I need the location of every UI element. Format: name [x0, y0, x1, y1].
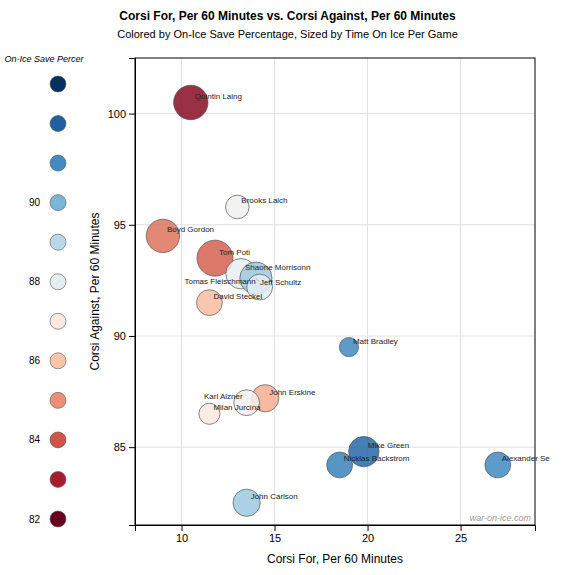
x-axis-title: Corsi For, Per 60 Minutes	[267, 552, 403, 566]
tick: 15	[269, 525, 281, 544]
point-label: Tom Poti	[219, 248, 250, 257]
legend-swatch	[50, 234, 66, 250]
tick: 25	[455, 525, 467, 544]
tick: 10	[176, 525, 188, 544]
grid-line	[135, 447, 535, 448]
point-label: Mike Green	[368, 441, 409, 450]
tick-label: 100	[108, 108, 126, 120]
tick-label: 10	[176, 532, 188, 544]
point-label: Boyd Gordon	[167, 225, 214, 234]
tick-mark	[129, 447, 135, 448]
y-axis: 85 90 95 100	[108, 59, 136, 526]
legend-tick-label: 90	[29, 197, 41, 208]
leader-line	[256, 278, 259, 282]
grid-line	[181, 58, 182, 525]
watermark: war-on-ice.com	[470, 513, 532, 523]
point-label: David Steckel	[213, 292, 262, 301]
grid-line	[135, 335, 535, 336]
x-axis: 10 15 20 25	[136, 525, 536, 544]
tick-mark	[368, 525, 369, 531]
legend-swatch	[50, 274, 66, 290]
grid-line	[274, 58, 275, 525]
legend-swatch	[50, 195, 66, 211]
texts: war-on-ice.com Quintin Laing Brooks Laich B…	[88, 9, 550, 566]
legend-swatch	[50, 511, 66, 527]
legend-tick-label: 86	[29, 355, 41, 366]
bubble	[146, 219, 179, 252]
point-label: Matt Bradley	[353, 337, 398, 346]
legend-swatch	[50, 353, 66, 369]
point-label: Tomas Fleischmann	[185, 277, 256, 286]
legend-swatch	[50, 116, 66, 132]
bubble	[174, 85, 208, 119]
tick-mark	[461, 525, 462, 531]
legend-swatch	[50, 432, 66, 448]
color-legend: On-Ice Save Percer 90 88 86 84 82	[4, 54, 84, 527]
legend-swatch	[50, 313, 66, 329]
tick: 20	[362, 525, 374, 544]
legend-tick-label: 88	[29, 276, 41, 287]
title: Corsi For, Per 60 Minutes vs. Corsi Agai…	[119, 9, 456, 23]
point-label: Alexander Se	[502, 454, 551, 463]
point-label: John Erskine	[269, 388, 316, 397]
tick-mark	[275, 525, 276, 531]
tick: 95	[114, 219, 135, 231]
tick: 100	[108, 108, 135, 120]
tick: 90	[114, 330, 135, 342]
legend-title: On-Ice Save Percer	[4, 54, 84, 64]
legend-swatch	[50, 155, 66, 171]
point-label: John Carlson	[251, 492, 298, 501]
legend-tick-label: 84	[29, 434, 41, 445]
plot-frame	[135, 58, 535, 525]
grid	[135, 58, 535, 525]
tick-mark	[129, 336, 135, 337]
axis-line	[129, 59, 136, 526]
tick-mark	[129, 225, 135, 226]
point-label: Brooks Laich	[241, 196, 287, 205]
tick-label: 95	[114, 219, 126, 231]
bubbles	[146, 85, 510, 516]
grid-line	[460, 58, 461, 525]
legend-swatch	[50, 76, 66, 92]
tick: 85	[114, 441, 135, 453]
point-label: Jeff Schultz	[260, 278, 301, 287]
point-label: Karl Alzner	[204, 392, 243, 401]
legend-swatch	[50, 392, 66, 408]
point-label: Shaone Morrisonn	[245, 263, 310, 272]
tick-mark	[129, 114, 135, 115]
legend-tick-label: 82	[29, 514, 41, 525]
point-label: Milan Jurcina	[213, 403, 261, 412]
tick-label: 85	[114, 441, 126, 453]
chart: 10 15 20 25 85 90 95 100 war-on-ice.com Quintin L…	[0, 0, 575, 575]
tick-label: 15	[269, 532, 281, 544]
tick-label: 90	[114, 330, 126, 342]
point-label: Quintin Laing	[195, 92, 242, 101]
tick-mark	[182, 525, 183, 531]
y-axis-title: Corsi Against, Per 60 Minutes	[88, 212, 102, 370]
tick-label: 20	[362, 532, 374, 544]
legend-swatch	[50, 471, 66, 487]
tick-label: 25	[455, 532, 467, 544]
axis-line	[136, 526, 536, 532]
subtitle: Colored by On-Ice Save Percentage, Sized…	[117, 28, 458, 40]
point-label: Nicklas Backstrom	[344, 454, 410, 463]
